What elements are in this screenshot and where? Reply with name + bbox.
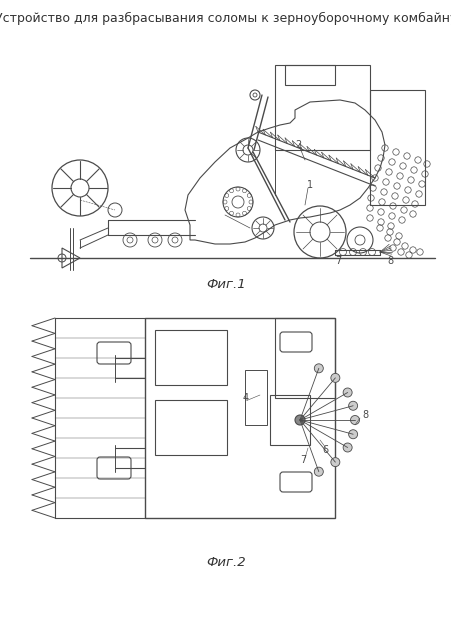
Circle shape: [330, 458, 339, 467]
Text: 6: 6: [321, 445, 327, 455]
Circle shape: [295, 415, 304, 425]
Circle shape: [342, 443, 351, 452]
Circle shape: [313, 364, 322, 373]
Circle shape: [348, 429, 357, 439]
Bar: [269, 395, 309, 445]
Bar: [155, 400, 226, 455]
Text: 1: 1: [306, 180, 313, 190]
Bar: [244, 370, 267, 425]
Text: 7: 7: [334, 256, 341, 266]
Circle shape: [330, 373, 339, 382]
Text: Фиг.1: Фиг.1: [206, 278, 245, 291]
Circle shape: [348, 401, 357, 410]
Bar: [155, 330, 226, 385]
Bar: [145, 318, 334, 518]
Text: 7: 7: [299, 455, 305, 465]
Text: 8: 8: [361, 410, 367, 420]
Bar: [369, 90, 424, 205]
Text: Устройство для разбрасывания соломы к зерноуборочному комбайну: Устройство для разбрасывания соломы к зе…: [0, 12, 451, 24]
Circle shape: [342, 388, 351, 397]
Text: 8: 8: [386, 256, 392, 266]
Bar: [274, 318, 334, 398]
Text: Фиг.2: Фиг.2: [206, 557, 245, 570]
Circle shape: [350, 415, 359, 424]
Circle shape: [313, 467, 322, 476]
Text: 2: 2: [294, 140, 300, 150]
Text: 4: 4: [242, 393, 249, 403]
Bar: [274, 65, 369, 150]
Bar: [285, 65, 334, 85]
